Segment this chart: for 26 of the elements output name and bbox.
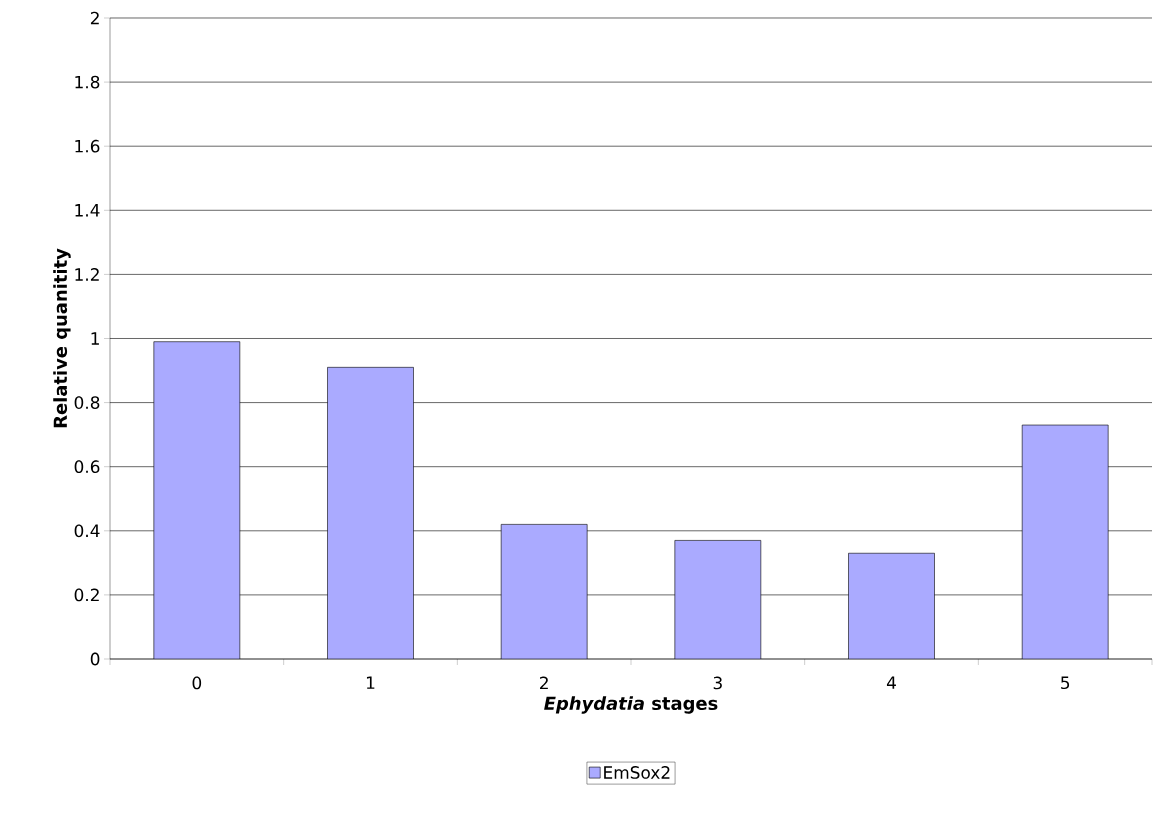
y-tick-label: 1 <box>91 332 99 345</box>
y-tick-label: 1.8 <box>75 75 100 89</box>
legend-label: EmSox2 <box>604 766 670 779</box>
bar <box>153 341 241 659</box>
y-tick-label: 0.6 <box>74 460 100 474</box>
y-tick-label: 1.4 <box>75 204 100 217</box>
x-tick-label: 1 <box>366 676 375 689</box>
x-tick-label: 4 <box>886 676 896 689</box>
y-tick-label: 0.2 <box>74 588 99 602</box>
bar <box>674 540 762 659</box>
y-tick-label: 1.2 <box>75 268 99 281</box>
x-tick-label: 0 <box>192 676 202 690</box>
bar <box>1021 424 1109 659</box>
y-tick-label: 2 <box>90 11 99 25</box>
bar <box>500 524 588 659</box>
x-tick-label: 5 <box>1061 676 1070 690</box>
x-tick-label: 3 <box>713 676 722 690</box>
x-axis-title: Ephydatia stages <box>544 696 718 714</box>
bar <box>327 367 414 659</box>
y-tick-label: 0.8 <box>74 396 100 409</box>
y-axis-title: Relative quanitity <box>53 248 71 428</box>
y-tick-label: 1.6 <box>75 139 100 153</box>
y-tick-label: 0.4 <box>74 524 100 538</box>
bar <box>848 552 935 659</box>
x-tick-label: 2 <box>540 676 548 690</box>
y-tick-label: 0 <box>90 652 100 666</box>
